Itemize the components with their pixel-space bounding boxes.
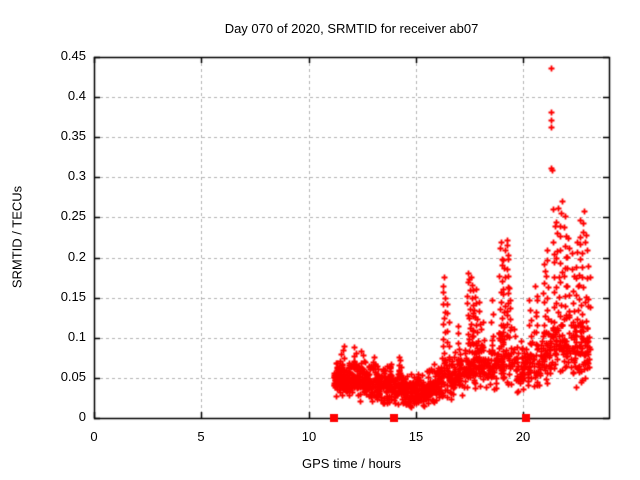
x-axis-title: GPS time / hours <box>302 456 401 471</box>
x-tick-label: 15 <box>408 429 424 444</box>
chart-title: Day 070 of 2020, SRMTID for receiver ab0… <box>224 21 479 36</box>
x-tick-label: 5 <box>197 429 205 444</box>
y-tick-label: 0.1 <box>67 329 86 344</box>
x-tick-label: 10 <box>301 429 317 444</box>
y-tick-label: 0.05 <box>60 369 86 384</box>
y-tick-label: 0.15 <box>60 289 86 304</box>
y-tick-label: 0.35 <box>60 128 86 143</box>
x-tick-label: 0 <box>90 429 98 444</box>
y-tick-label: 0.3 <box>67 168 86 183</box>
y-tick-label: 0.2 <box>67 249 86 264</box>
y-tick-label: 0.4 <box>67 88 86 103</box>
y-tick-label: 0 <box>78 409 86 424</box>
y-tick-label: 0.45 <box>60 48 86 63</box>
x-tick-label: 20 <box>515 429 531 444</box>
y-axis-title: SRMTID / TECUs <box>9 185 25 289</box>
y-tick-label: 0.25 <box>60 208 86 223</box>
